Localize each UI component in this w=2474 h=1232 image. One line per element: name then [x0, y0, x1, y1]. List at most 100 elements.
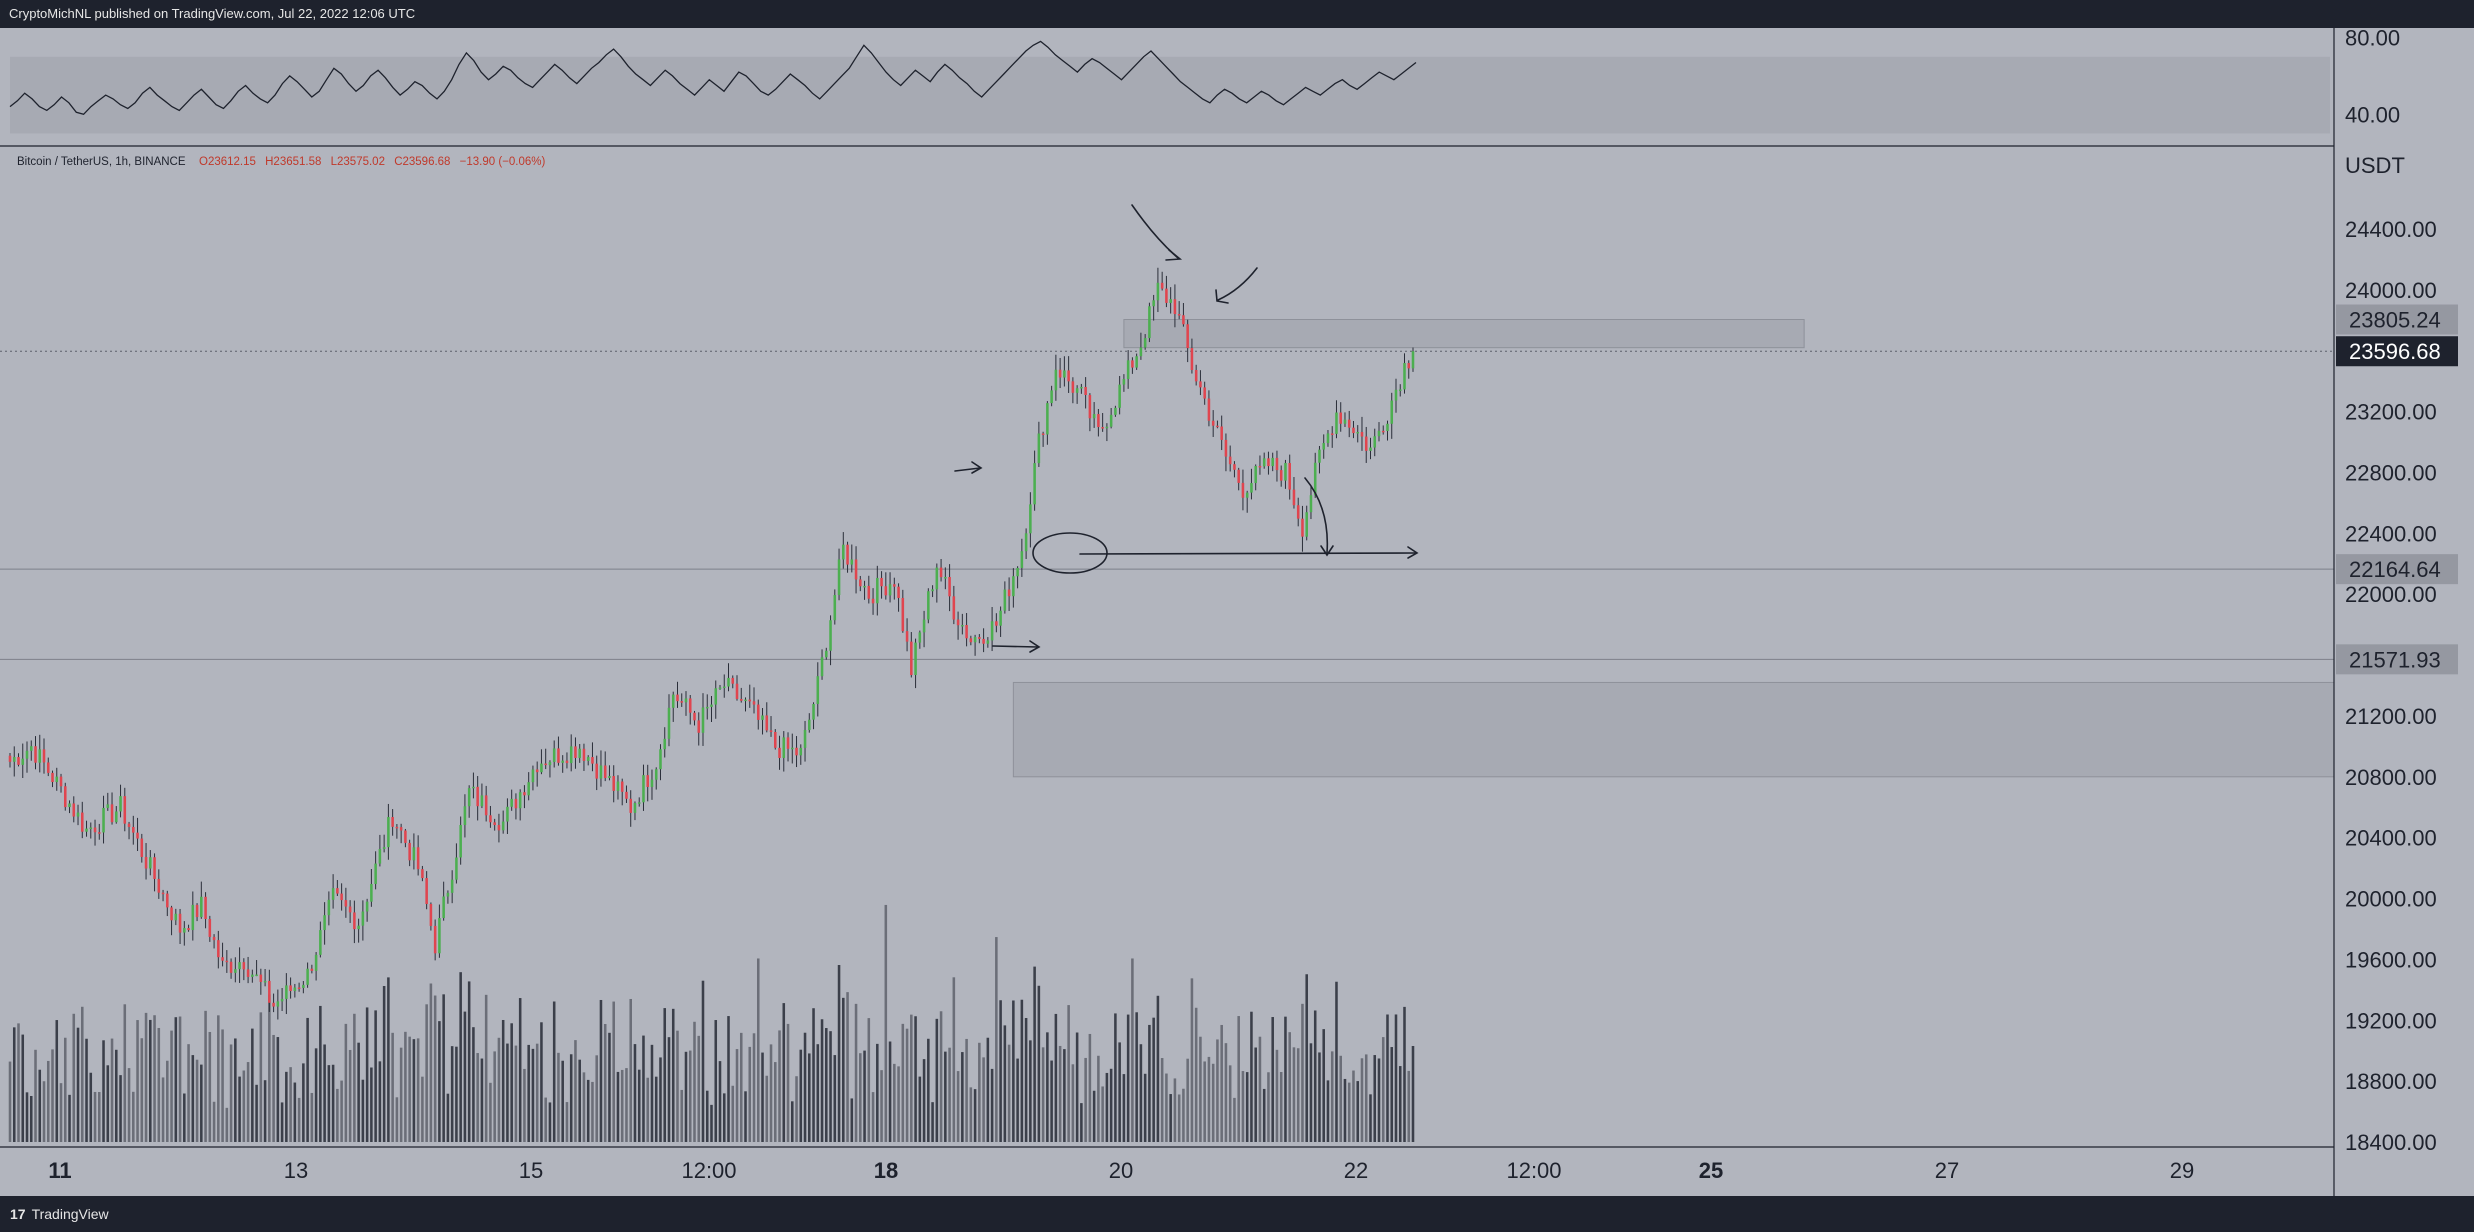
- price-tick-label: 23200.00: [2345, 400, 2437, 425]
- candle-body: [633, 803, 637, 813]
- volume-bar: [982, 1057, 985, 1142]
- volume-bar: [995, 937, 998, 1142]
- candle-body: [1041, 433, 1045, 435]
- volume-bar: [1258, 1036, 1262, 1142]
- candle-body: [217, 940, 220, 958]
- volume-bar: [731, 1085, 735, 1142]
- volume-bar: [1322, 1029, 1325, 1142]
- candle-body: [1305, 512, 1308, 537]
- volume-bar: [620, 1069, 624, 1142]
- volume-layer: [8, 904, 1415, 1142]
- candle-body: [161, 892, 165, 895]
- volume-bar: [127, 1068, 131, 1142]
- candle-body: [1267, 458, 1270, 467]
- candle-body: [1118, 384, 1121, 408]
- time-axis[interactable]: 11 13 15 12:00 18 20 22 12:00 25 27 29: [0, 1146, 2334, 1183]
- volume-bar: [174, 1017, 178, 1142]
- volume-bar: [1407, 1070, 1411, 1142]
- candle-body: [535, 769, 539, 773]
- candle-body: [799, 747, 803, 756]
- candle-body: [850, 559, 854, 565]
- volume-bar: [399, 1047, 403, 1142]
- candle-body: [1046, 403, 1049, 435]
- annotation-arrow-down: [1304, 477, 1329, 554]
- volume-bar: [876, 1043, 879, 1142]
- candle-body: [106, 804, 110, 808]
- price-axis[interactable]: 80.00 40.00 USDT 24400.00 24000.00 23200.00…: [2333, 28, 2458, 1196]
- legend-close: C23596.68: [394, 156, 450, 168]
- annotation-arrow-left-lower: [992, 645, 1039, 648]
- annotation-circle: [1032, 532, 1108, 574]
- candle-body: [948, 576, 951, 597]
- volume-bar: [1339, 1055, 1342, 1142]
- volume-bar: [472, 1027, 475, 1142]
- candle-body: [676, 694, 679, 702]
- candle-body: [625, 791, 628, 799]
- tradingview-logo[interactable]: 17 TradingView: [10, 1206, 109, 1222]
- candle-body: [718, 687, 722, 690]
- candle-body: [76, 812, 80, 817]
- volume-bar: [625, 1068, 628, 1142]
- volume-bar: [931, 1102, 934, 1142]
- candle-body: [663, 738, 667, 750]
- volume-bar: [1088, 1033, 1092, 1142]
- volume-bar: [425, 1004, 428, 1142]
- candle-body: [659, 749, 662, 770]
- volume-bar: [535, 1043, 539, 1142]
- volume-bar: [705, 1090, 709, 1142]
- candle-body: [1126, 360, 1130, 380]
- candle-body: [1084, 386, 1087, 395]
- volume-bar: [1381, 1037, 1385, 1142]
- volume-bar: [1271, 1017, 1274, 1142]
- volume-bar: [557, 1052, 560, 1142]
- candle-body: [174, 913, 178, 921]
- price-tick-label: 22000.00: [2345, 582, 2437, 607]
- price-tick-label: 22400.00: [2345, 521, 2437, 546]
- volume-bar: [791, 1101, 794, 1142]
- chart-canvas[interactable]: Bitcoin / TetherUS, 1h, BINANCE O23612.1…: [0, 28, 2474, 1196]
- annotation-arrowhead-top-left: [1165, 249, 1183, 261]
- candle-body: [574, 746, 577, 758]
- candle-body: [710, 704, 713, 707]
- candle-body: [739, 698, 743, 701]
- volume-bar: [191, 1055, 195, 1142]
- candle-body: [1381, 430, 1385, 433]
- volume-bar: [178, 1016, 182, 1142]
- volume-bar: [183, 1093, 186, 1142]
- candle-body: [1135, 356, 1138, 368]
- volume-bar: [132, 1091, 135, 1142]
- volume-bar: [314, 1048, 318, 1142]
- volume-bar: [939, 1011, 943, 1142]
- price-label-box: [2336, 554, 2458, 585]
- candle-body: [140, 838, 144, 857]
- volume-bar: [106, 1065, 110, 1142]
- candle-body: [221, 957, 224, 961]
- candle-body: [1186, 324, 1189, 349]
- candle-body: [650, 779, 654, 787]
- oscillator-line: [9, 40, 1417, 116]
- volume-bar: [1207, 1056, 1211, 1142]
- candle-body: [433, 925, 437, 954]
- price-pane[interactable]: Bitcoin / TetherUS, 1h, BINANCE O23612.1…: [0, 156, 2335, 1142]
- candle-body: [467, 788, 471, 807]
- candle-body: [1262, 458, 1266, 467]
- candle-body: [1356, 431, 1360, 434]
- volume-bar: [574, 1040, 577, 1142]
- candle-body: [761, 715, 764, 720]
- volume-bar: [569, 1054, 573, 1142]
- volume-bar: [1279, 1072, 1283, 1142]
- volume-bar: [297, 1097, 301, 1142]
- candle-body: [463, 806, 467, 826]
- volume-bar: [646, 1077, 650, 1142]
- volume-bar: [140, 1038, 144, 1142]
- candle-body: [1220, 426, 1223, 440]
- legend-high: H23651.58: [265, 156, 321, 168]
- candle-body: [510, 798, 513, 807]
- oscillator-pane[interactable]: [0, 40, 2334, 147]
- time-tick-label: 18: [874, 1158, 898, 1183]
- candle-body: [935, 567, 939, 590]
- candle-body: [412, 847, 416, 861]
- candle-body: [399, 827, 403, 831]
- annotation-arrow-left-upper: [954, 467, 981, 472]
- candle-body: [773, 732, 777, 748]
